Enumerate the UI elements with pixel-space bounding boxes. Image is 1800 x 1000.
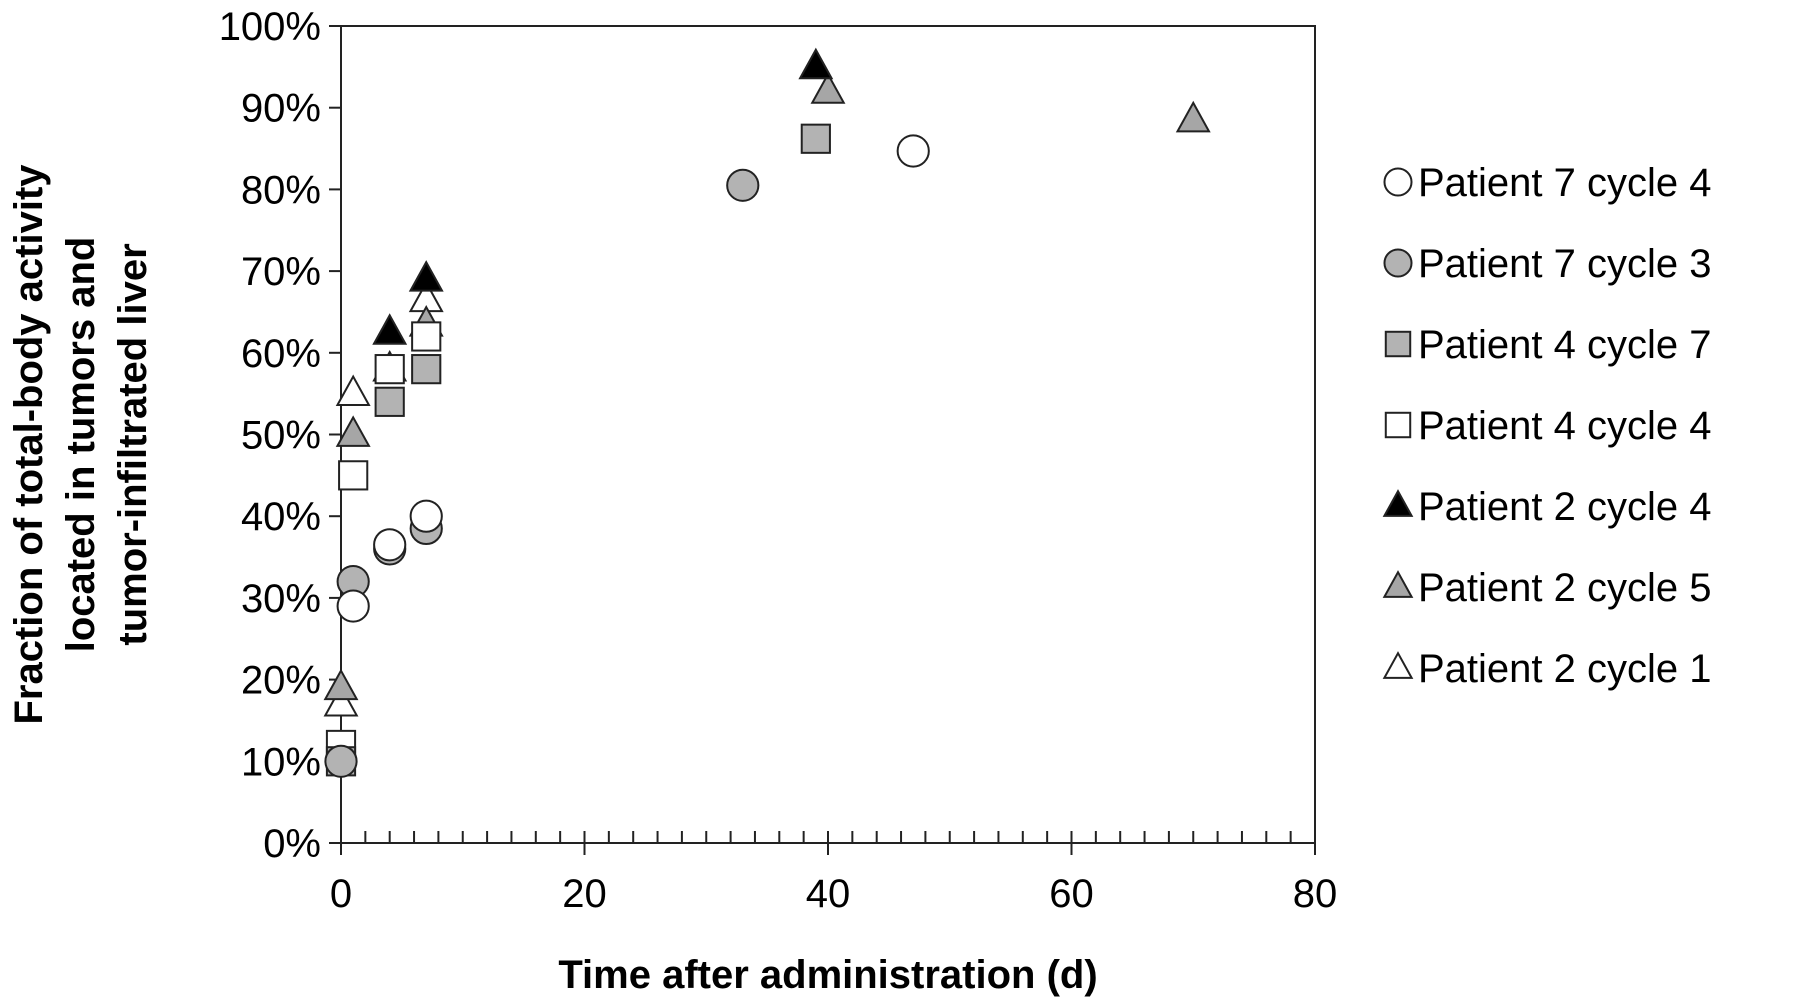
data-point — [726, 168, 760, 202]
legend-item: Patient 7 cycle 4 — [1383, 161, 1712, 205]
y-tick-label: 40% — [241, 495, 321, 539]
y-axis-title-line: located in tumors and — [59, 237, 103, 653]
data-point — [324, 744, 358, 778]
data-point — [408, 260, 444, 292]
x-tick-label: 40 — [806, 872, 851, 916]
y-tick-label: 90% — [241, 87, 321, 131]
legend-item: Patient 4 cycle 4 — [1384, 404, 1712, 448]
data-point — [1175, 100, 1211, 133]
legend-item: Patient 2 cycle 1 — [1382, 647, 1712, 691]
y-tick-label: 50% — [241, 414, 321, 458]
legend-label: Patient 2 cycle 4 — [1418, 485, 1712, 529]
y-tick-label: 70% — [241, 250, 321, 294]
data-point — [335, 415, 371, 447]
legend-label: Patient 4 cycle 7 — [1418, 323, 1712, 367]
legend-item: Patient 7 cycle 3 — [1383, 242, 1712, 286]
y-tick-label: 10% — [241, 740, 321, 784]
data-point — [373, 528, 407, 562]
data-point — [411, 354, 442, 385]
x-axis-title: Time after administration (d) — [558, 953, 1097, 997]
y-tick-label: 80% — [241, 168, 321, 212]
legend-item: Patient 2 cycle 4 — [1382, 485, 1712, 529]
y-tick-label: 100% — [219, 5, 321, 49]
legend-marker — [1383, 167, 1413, 197]
labels-layer: 0% 10% 20% 30% 40% 50% 60% 70% 80% 90% 100% 0 20 40 60… — [7, 5, 1337, 997]
legend-label: Patient 4 cycle 4 — [1418, 404, 1712, 448]
y-tick-label: 30% — [241, 577, 321, 621]
x-tick-label: 0 — [330, 872, 352, 916]
legend-marker — [1382, 651, 1414, 679]
data-point — [896, 134, 930, 168]
data-point — [372, 313, 408, 345]
points-layer — [323, 47, 1211, 778]
y-tick-label: 0% — [263, 822, 321, 866]
legend-marker — [1382, 489, 1414, 517]
legend-marker — [1384, 411, 1412, 439]
y-tick-label: 60% — [241, 332, 321, 376]
y-axis-title-line: Fraction of total-body activity — [7, 164, 51, 725]
data-point — [323, 684, 359, 717]
data-point — [800, 123, 831, 154]
legend-marker — [1383, 248, 1413, 278]
legend-label: Patient 2 cycle 5 — [1418, 566, 1712, 610]
data-point — [810, 72, 846, 104]
data-point — [335, 374, 371, 407]
legend-marker — [1384, 330, 1412, 358]
x-tick-label: 60 — [1049, 872, 1094, 916]
legend-item: Patient 4 cycle 7 — [1384, 323, 1712, 367]
legend-item: Patient 2 cycle 5 — [1382, 566, 1712, 610]
data-point — [409, 499, 443, 533]
legend-label: Patient 2 cycle 1 — [1418, 647, 1712, 691]
legend-marker — [1382, 570, 1414, 598]
x-tick-label: 80 — [1293, 872, 1338, 916]
data-point — [374, 386, 405, 417]
data-point — [411, 321, 442, 352]
legend: Patient 7 cycle 4 Patient 7 cycle 3 Patien… — [1382, 161, 1712, 691]
legend-label: Patient 7 cycle 3 — [1418, 242, 1712, 286]
data-point — [338, 460, 369, 491]
data-point — [336, 589, 370, 623]
data-point — [798, 47, 834, 80]
data-point — [374, 354, 405, 385]
y-axis-title-line: tumor-infiltrated liver — [111, 243, 155, 645]
legend-label: Patient 7 cycle 4 — [1418, 161, 1712, 205]
y-tick-label: 20% — [241, 659, 321, 703]
x-tick-label: 20 — [562, 872, 607, 916]
data-point — [323, 668, 359, 701]
